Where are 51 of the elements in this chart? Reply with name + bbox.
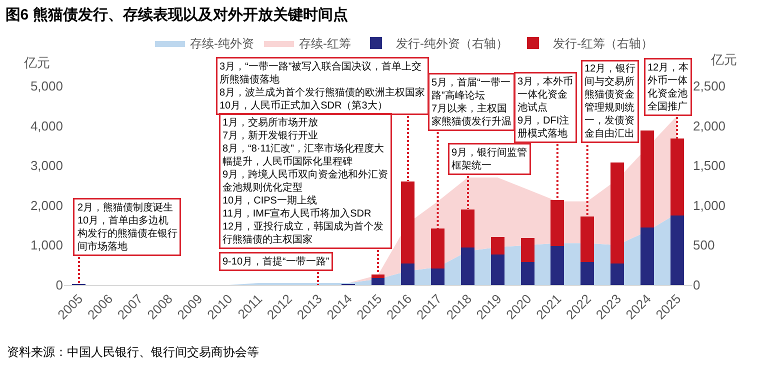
annotation: 3月，本外币一体化资金池试点9月，DFI注册模式落地 (518, 76, 574, 140)
y-tick-label: 4,000 (30, 118, 63, 134)
y2-tick-label: 2,500 (693, 78, 726, 94)
bar (520, 238, 534, 262)
bar (640, 130, 654, 228)
y-tick-label: 3,000 (30, 158, 63, 174)
legend-label: 存续-纯外资 (190, 36, 254, 51)
bar (610, 162, 624, 264)
y2-tick-label: 500 (693, 238, 715, 253)
y-tick-label: 2,000 (30, 198, 63, 213)
text: 资料来源：中国人民银行、银行间交易商协会等 (7, 345, 259, 359)
annotation: 9月，银行间监管框架统一 (452, 146, 528, 172)
y-tick-label: 0 (56, 278, 63, 293)
bar (401, 263, 415, 285)
bar (460, 248, 474, 285)
y-axis-title: 亿元 (23, 55, 50, 70)
bar (490, 254, 504, 285)
annotation: 2月，熊猫债制度诞生10月，首单由多边机构发行的熊猫债在银行间市场落地 (76, 202, 178, 252)
bar (670, 216, 684, 285)
y-tick-label: 5,000 (30, 78, 63, 94)
legend-label: 存续-红筹 (299, 36, 351, 51)
y-tick-label: 1,000 (30, 238, 63, 253)
chart-title: 图6 熊猫债发行、存续表现以及对外开放关键时间点 (5, 6, 348, 24)
bar (550, 246, 564, 285)
bar (431, 228, 445, 268)
bar (460, 209, 474, 248)
bar (580, 216, 594, 262)
y2-axis-title: 亿元 (710, 52, 737, 67)
bar (610, 263, 624, 285)
annotation: 5月，首届“一带一路”高峰论坛7月以来，主权国家熊猫债发行升温 (432, 76, 512, 128)
annotation: 12月，本外币一体化资金池全国推广 (648, 62, 689, 112)
annotation: 12月，银行间与交易所熊猫债资金管理规则统一，发债资金自由汇出 (584, 64, 636, 140)
bar (640, 228, 654, 285)
bar (580, 262, 594, 285)
y2-tick-label: 0 (693, 278, 700, 293)
y2-tick-label: 1,000 (693, 198, 726, 213)
bar (670, 138, 684, 216)
legend-label: 发行-红筹（右轴） (553, 36, 653, 51)
bar (490, 237, 504, 255)
annotation: 9-10月，首提“一带一路” (222, 256, 330, 268)
bar (520, 262, 534, 285)
y2-tick-label: 1,500 (693, 158, 726, 174)
legend-label: 发行-纯外资（右轴） (396, 36, 508, 51)
text: 1月，交易所市场开放7月，新开发银行开业8月，“8·11汇改”，汇率市场化程度大幅提升，人民币国际化里程碑9月，跨境人民币双向资金池和外汇资金池规则优化定型10月，CIPS一期上线11月，IMF宣布人民币将加入SDR12月，亚投行成立，韩国成为首个发行熊猫债的主权国家 (222, 118, 388, 246)
bar (550, 200, 564, 246)
y2-tick-label: 2,000 (693, 118, 726, 134)
annotation: 3月，“一带一路”被写入联合国决议，首单上交所熊猫债落地8月，波兰成为首个发行熊猫债的欧洲主权国家10月，人民币正式加入SDR（第3大） (220, 60, 426, 112)
bar (401, 181, 415, 264)
bar (371, 278, 385, 285)
bar (431, 268, 445, 285)
bar (371, 274, 385, 278)
